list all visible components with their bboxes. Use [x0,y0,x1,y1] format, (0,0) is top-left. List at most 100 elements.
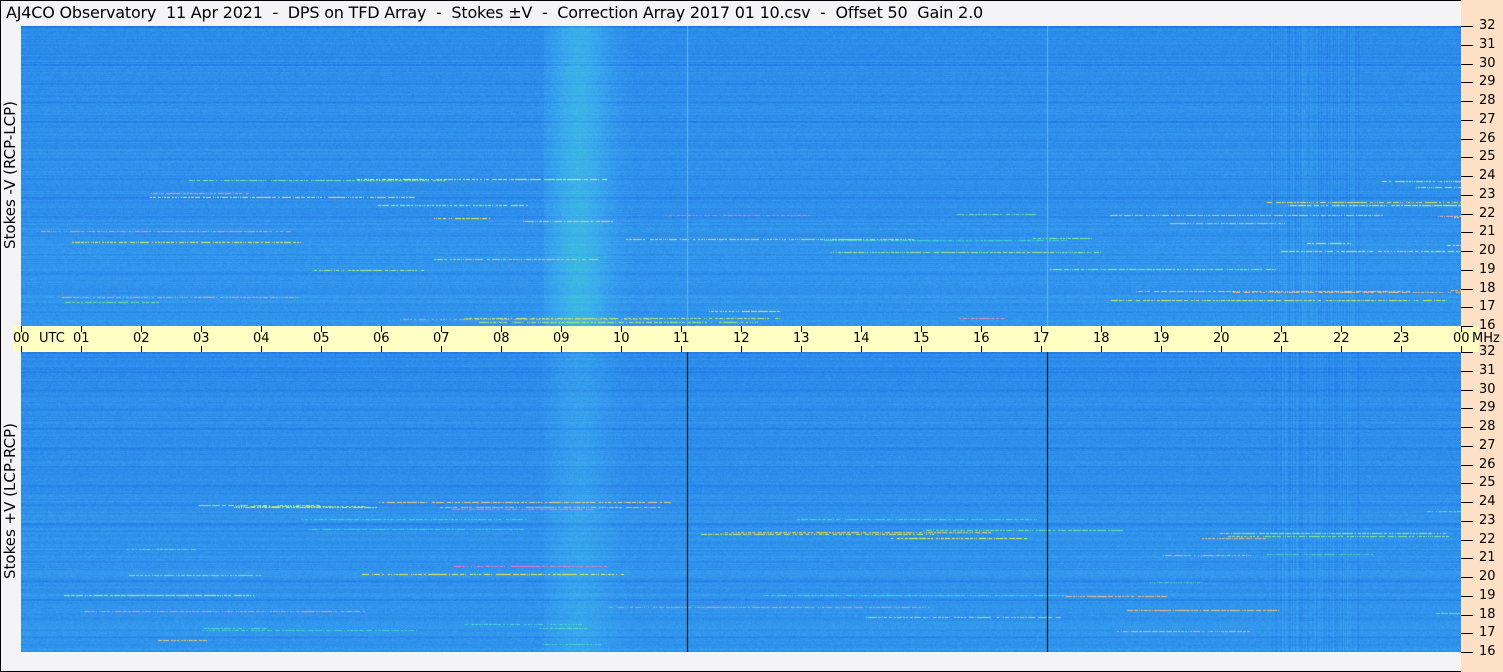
freq-tick [1461,464,1473,466]
time-tick-label: 19 [1153,331,1170,346]
time-tick-label: 16 [973,331,990,346]
freq-tick-label: 21 [1479,550,1496,566]
time-tick [81,346,82,352]
chart-title: AJ4CO Observatory 11 Apr 2021 - DPS on T… [6,3,983,22]
freq-tick-label: 20 [1479,569,1496,584]
freq-tick-label: 23 [1479,186,1496,202]
time-tick [921,346,922,352]
time-tick-label: 11 [673,331,690,346]
freq-tick-label: 25 [1479,149,1496,165]
y-axis-label-bottom: Stokes +V (LCP-RCP) [1,423,19,579]
spectrogram-top-stokes-minus-v [21,26,1461,326]
time-tick-label: 13 [793,331,810,346]
time-tick [681,326,682,332]
time-tick [141,346,142,352]
time-tick [381,346,382,352]
time-tick [21,346,22,352]
freq-tick [1461,577,1473,578]
time-tick [381,326,382,332]
freq-tick [1461,138,1473,140]
time-tick [861,326,862,332]
time-tick [1041,346,1042,352]
freq-tick-label: 31 [1479,362,1496,378]
freq-tick-label: 17 [1479,625,1496,641]
freq-tick [1461,633,1473,635]
time-tick [741,346,742,352]
time-tick-label: 04 [253,331,270,346]
time-tick [1161,346,1162,352]
time-tick [1101,346,1102,352]
freq-tick [1461,408,1473,410]
time-tick-label: 05 [313,331,330,346]
freq-tick-label: 27 [1479,437,1496,453]
y-axis-label-top: Stokes -V (RCP-LCP) [1,101,19,249]
time-tick [321,326,322,332]
freq-tick-label: 22 [1479,531,1496,547]
time-tick [141,326,142,332]
time-tick-label: 23 [1393,331,1410,346]
time-tick [681,346,682,352]
time-tick [261,326,262,332]
freq-tick-label: 18 [1479,280,1496,296]
freq-tick-label: 32 [1479,18,1496,33]
time-tick [1341,346,1342,352]
freq-tick [1461,101,1473,102]
freq-tick [1461,232,1473,234]
time-tick [261,346,262,352]
freq-tick [1461,483,1473,485]
freq-tick [1461,595,1473,597]
time-tick [801,346,802,352]
freq-tick-label: 26 [1479,456,1496,472]
freq-tick [1461,176,1473,177]
time-tick [201,326,202,332]
freq-tick [1461,82,1473,84]
time-tick [81,326,82,332]
freq-tick-label: 22 [1479,205,1496,221]
time-tick-label: 01 [73,331,90,346]
time-tick [1221,326,1222,332]
freq-tick-label: 24 [1479,494,1496,509]
freq-tick-label: 30 [1479,55,1496,71]
freq-tick-label: 28 [1479,419,1496,434]
time-tick [561,326,562,332]
freq-tick-label: 29 [1479,400,1496,416]
freq-tick-label: 24 [1479,168,1496,183]
time-tick [1101,326,1102,332]
time-tick [1161,326,1162,332]
time-tick [321,346,322,352]
time-tick [1401,326,1402,332]
time-tick [201,346,202,352]
time-tick [981,346,982,352]
freq-tick-label: 18 [1479,606,1496,622]
time-tick-label: 15 [913,331,930,346]
freq-tick [1461,119,1473,121]
freq-tick-label: 31 [1479,36,1496,52]
time-axis-band [13,326,1479,352]
time-tick-label: 10 [613,331,630,346]
freq-tick [1461,44,1473,46]
freq-tick-label: 30 [1479,381,1496,397]
freq-tick-label: 20 [1479,243,1496,258]
time-tick-label: 21 [1273,331,1290,346]
freq-tick [1461,539,1473,541]
time-tick [441,346,442,352]
time-tick [921,326,922,332]
time-tick [441,326,442,332]
time-tick [501,346,502,352]
freq-tick [1461,213,1473,215]
freq-tick [1461,288,1473,290]
freq-tick [1461,352,1473,353]
time-tick [1461,326,1462,332]
freq-tick [1461,370,1473,372]
time-tick [741,326,742,332]
freq-tick-label: 16 [1479,644,1496,659]
time-tick-label: 20 [1213,331,1230,346]
spectrogram-bottom-stokes-plus-v [21,352,1461,652]
freq-tick [1461,614,1473,616]
time-tick [1401,346,1402,352]
time-tick [861,346,862,352]
freq-tick-label: 23 [1479,512,1496,528]
freq-tick-label: 25 [1479,475,1496,491]
freq-tick [1461,157,1473,159]
freq-tick-label: 27 [1479,111,1496,127]
